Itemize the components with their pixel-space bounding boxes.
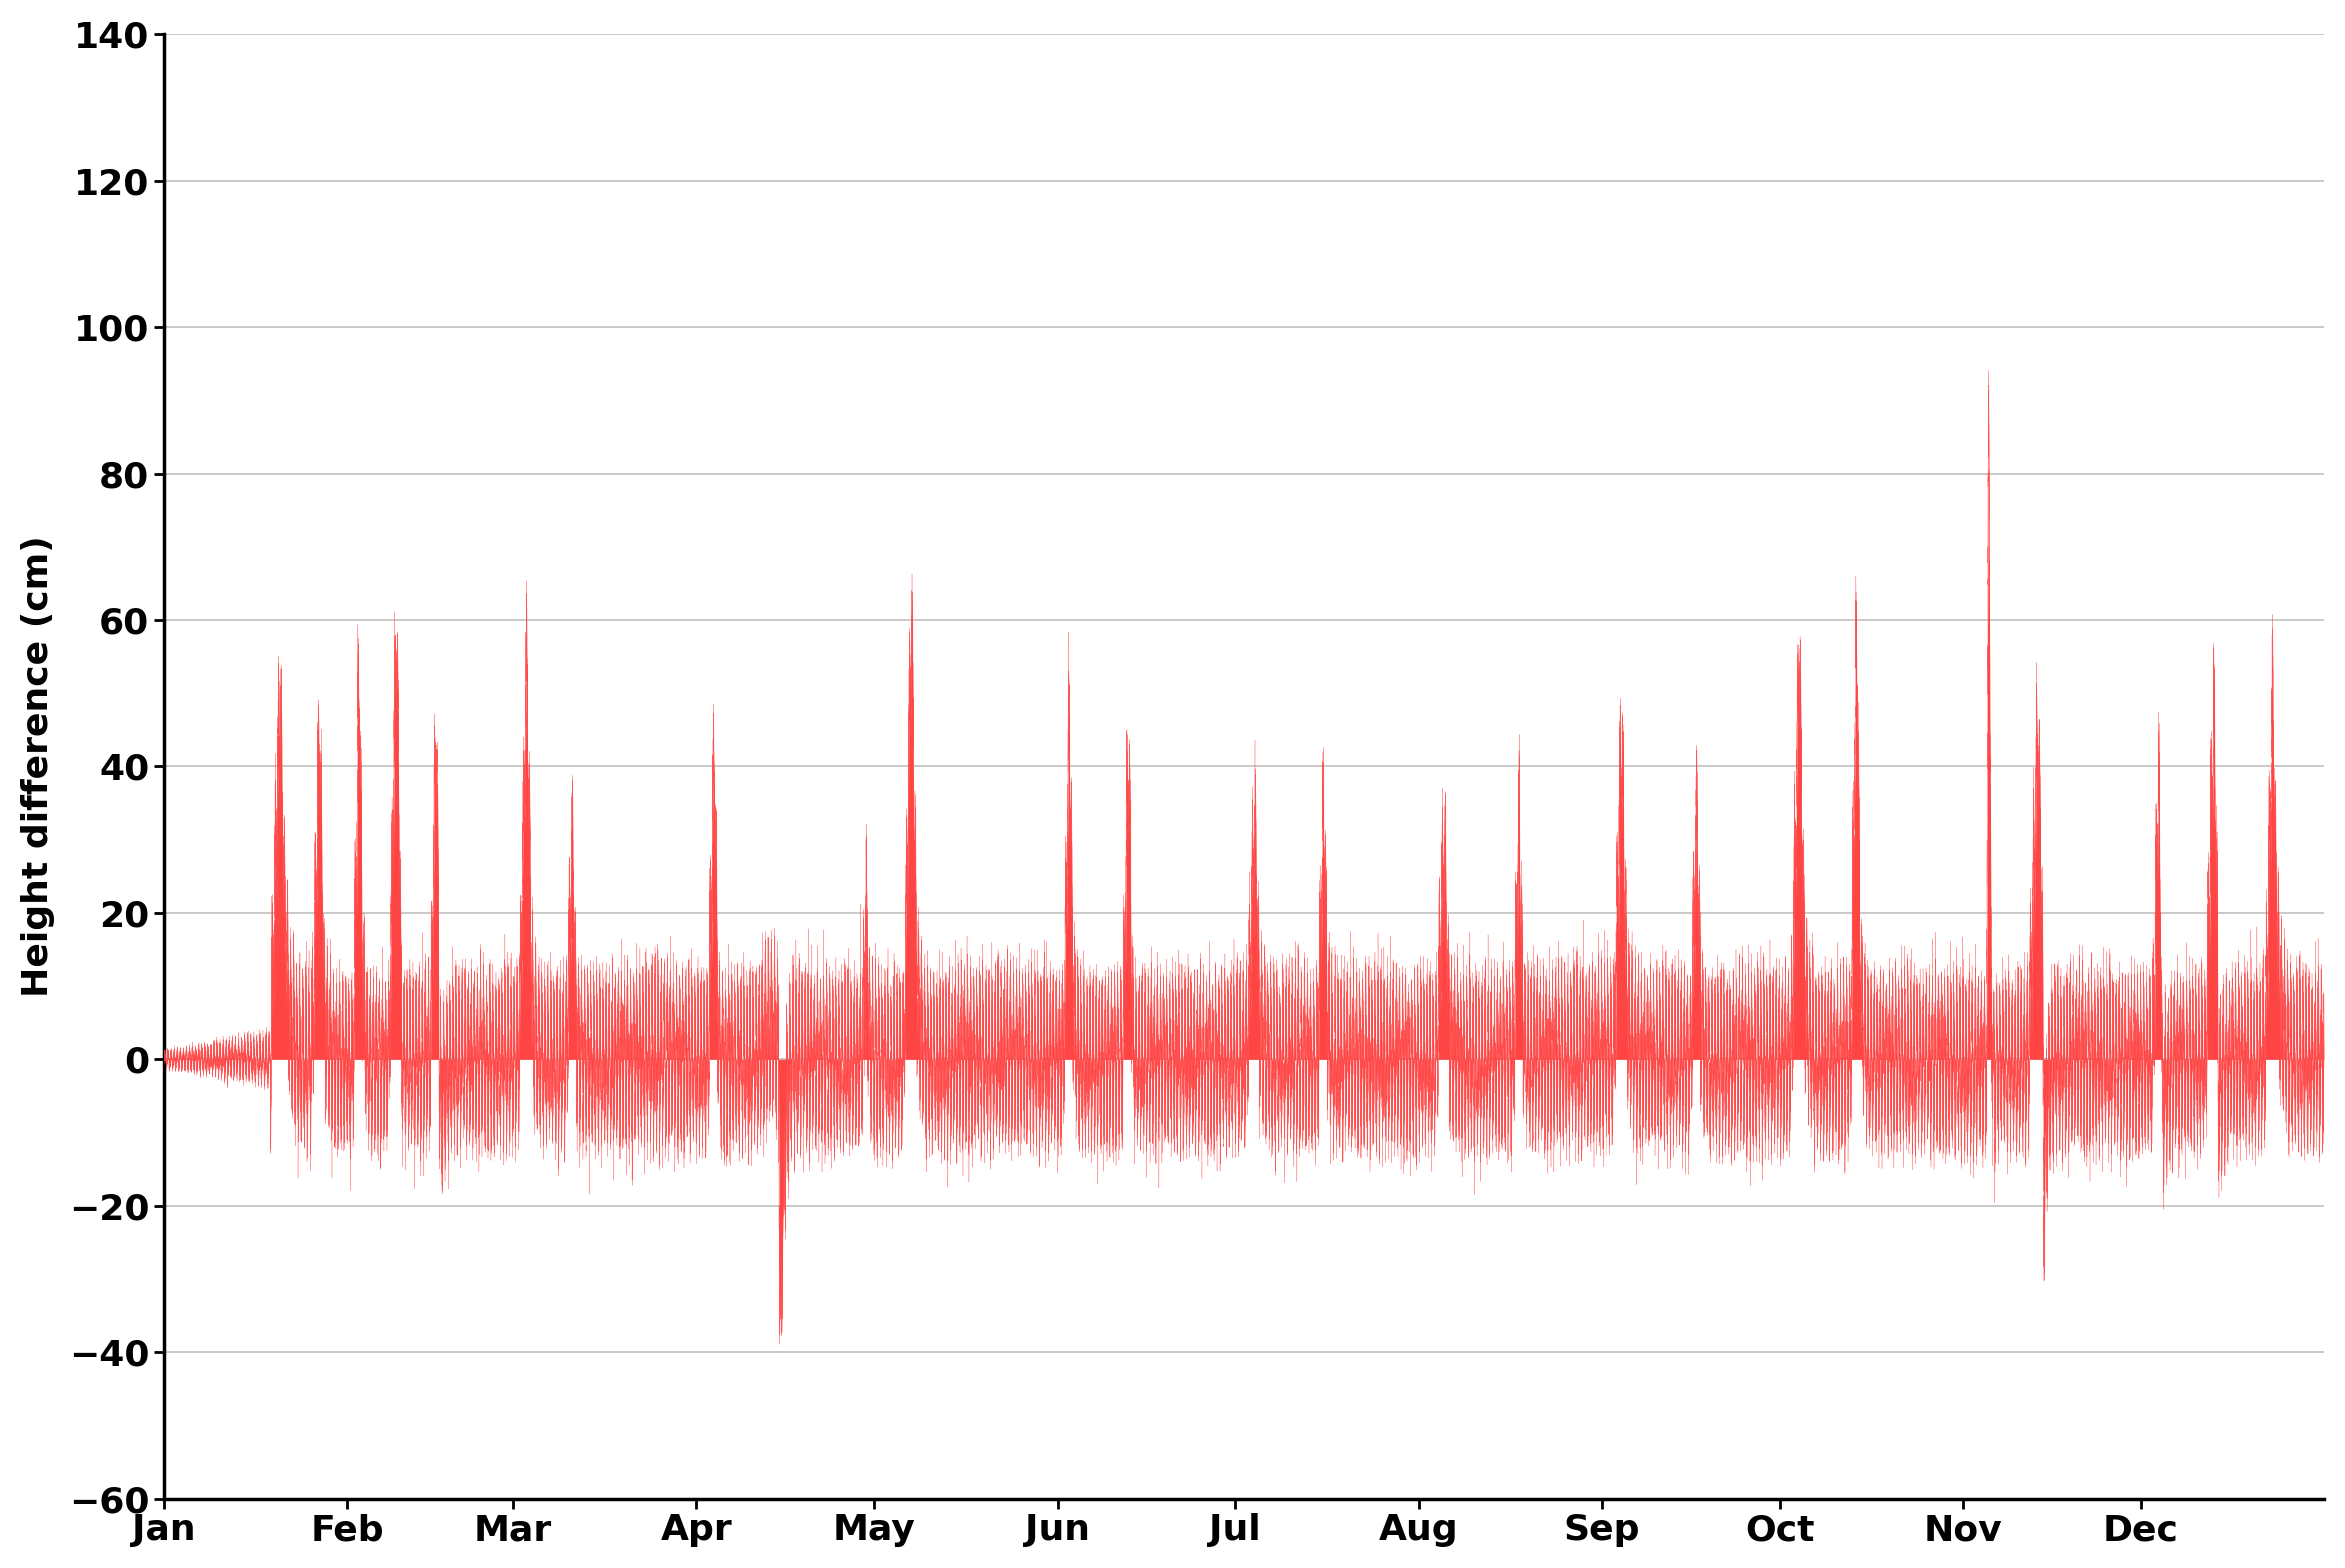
Y-axis label: Height difference (cm): Height difference (cm)	[21, 536, 54, 997]
